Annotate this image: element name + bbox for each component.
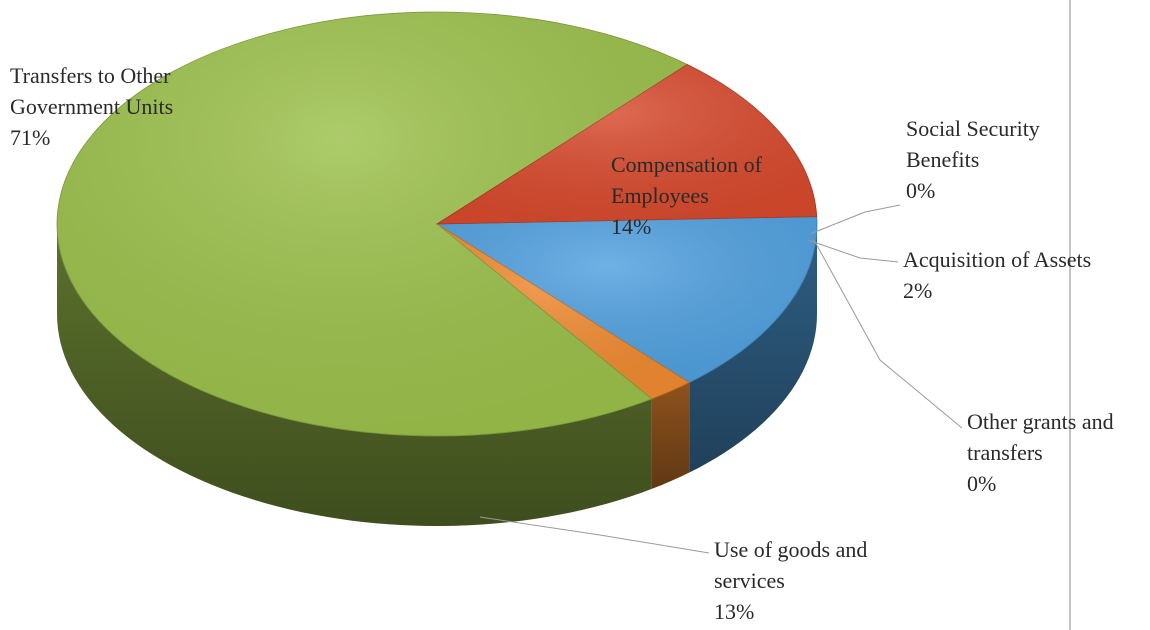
slice-value-label-5: 13% xyxy=(714,599,754,624)
leader-lines xyxy=(479,204,963,554)
pie-slice-shade-0 xyxy=(437,216,817,383)
pie-tops xyxy=(56,11,818,437)
slice-label-5: Use of goods and xyxy=(714,537,867,562)
slice-value-label-3: 0% xyxy=(967,471,996,496)
leader-line-5 xyxy=(479,516,710,554)
pie-side-shade-1 xyxy=(651,382,690,489)
slice-label-0: Employees xyxy=(611,183,709,208)
slice-label-0: Compensation of xyxy=(611,152,763,177)
leader-line-3 xyxy=(813,239,963,429)
slice-value-label-2: 0% xyxy=(906,178,935,203)
pie-sides xyxy=(57,224,817,526)
slice-labels: Compensation of Employees 14% Acquisition o… xyxy=(10,63,1114,624)
leader-line-1 xyxy=(807,239,899,263)
pie-side-shade-4 xyxy=(57,224,652,526)
slice-label-5: services xyxy=(714,568,785,593)
slice-value-label-0: 14% xyxy=(611,214,651,239)
slice-label-2: Benefits xyxy=(906,147,979,172)
pie-slice-shade-4 xyxy=(57,11,688,436)
slice-label-1: Acquisition of Assets xyxy=(903,247,1091,272)
slice-value-label-1: 2% xyxy=(903,278,932,303)
slice-label-3: transfers xyxy=(967,440,1043,465)
leader-line-2 xyxy=(809,204,901,235)
slice-value-label-4: 71% xyxy=(10,125,50,150)
slice-label-4: Transfers to Other xyxy=(10,63,171,88)
slice-label-2: Social Security xyxy=(906,116,1040,141)
pie-slice-shade-5 xyxy=(437,64,817,224)
pie-side-shade-0 xyxy=(689,224,817,473)
slice-label-3: Other grants and xyxy=(967,409,1114,434)
slice-label-4: Government Units xyxy=(10,94,173,119)
pie-slice-shade-1 xyxy=(437,224,690,399)
